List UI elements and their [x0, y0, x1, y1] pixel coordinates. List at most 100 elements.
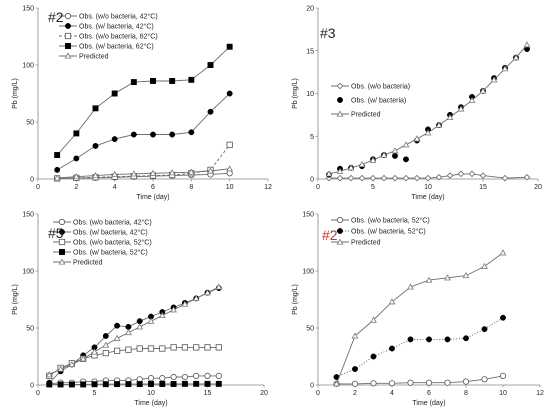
- x-tick-label: 2: [74, 184, 78, 191]
- data-point: [147, 317, 155, 324]
- data-point: [462, 378, 470, 385]
- legend-entry: Obs. (w/ bacteria, 62°C): [59, 43, 154, 51]
- data-point: [407, 379, 414, 386]
- data-point: [114, 381, 121, 388]
- data-point: [114, 347, 121, 354]
- data-point: [80, 381, 87, 388]
- series-line: [336, 252, 504, 385]
- data-point: [192, 294, 200, 301]
- data-point: [136, 323, 144, 330]
- legend-label: Predicted: [351, 112, 381, 119]
- legend-entry: Obs. (w/ bacteria): [337, 97, 406, 105]
- data-point: [150, 78, 156, 84]
- data-point: [336, 216, 344, 224]
- x-tick-label: 0: [36, 184, 40, 191]
- y-tick-label: 50: [26, 120, 34, 127]
- x-axis-label: Time (day): [136, 194, 169, 201]
- data-point: [407, 283, 414, 290]
- data-point: [336, 174, 344, 182]
- data-point: [413, 135, 421, 142]
- data-point: [102, 349, 109, 357]
- data-point: [370, 353, 377, 360]
- series-line: [336, 375, 504, 385]
- data-point: [170, 373, 177, 381]
- data-point: [169, 131, 176, 138]
- series: [54, 43, 233, 159]
- data-point: [499, 372, 507, 379]
- data-point: [336, 82, 344, 90]
- legend-entry: Predicted: [331, 238, 381, 247]
- data-point: [111, 170, 119, 178]
- legend-label: Obs. (w/o bacteria, 52°C): [73, 239, 152, 247]
- chart-panel: 0 5 10 15 20 0 50 100 150 Time (day) Pb (mg/L) Obs.…: [12, 212, 268, 408]
- x-tick-label: 10: [424, 184, 432, 191]
- y-tick-label: 50: [26, 326, 34, 333]
- data-point: [46, 381, 53, 388]
- chart-panel: 0 2 4 6 8 10 12 0 50 100 150 Time (day) Pb (mg/L) Obs…: [292, 212, 544, 408]
- legend-label: Obs. (w/ bacteria): [351, 98, 406, 105]
- data-point: [57, 381, 64, 388]
- data-point: [136, 345, 143, 352]
- data-point: [523, 174, 531, 181]
- data-point: [204, 344, 211, 351]
- data-point: [369, 156, 377, 163]
- series-line: [57, 168, 230, 179]
- y-tick-label: 100: [302, 269, 314, 276]
- series-line: [336, 317, 504, 378]
- data-point: [388, 380, 396, 387]
- data-point: [207, 62, 214, 68]
- data-point: [54, 152, 61, 159]
- series: [46, 380, 222, 388]
- legend-label: Predicted: [73, 260, 103, 267]
- data-point: [193, 380, 200, 387]
- data-point: [226, 43, 233, 50]
- data-point: [170, 344, 177, 351]
- legend-label: Obs. (w/ bacteria, 52°C): [73, 249, 148, 257]
- data-point: [159, 375, 166, 382]
- data-point: [207, 108, 214, 115]
- data-point: [125, 381, 132, 388]
- legend-entry: Predicted: [59, 52, 109, 61]
- legend-entry: Predicted: [53, 258, 103, 267]
- legend-entry: Obs. (w/ bacteria, 42°C): [59, 23, 154, 31]
- data-point: [158, 311, 166, 319]
- data-point: [215, 380, 222, 387]
- series-line: [328, 44, 528, 175]
- data-point: [111, 136, 118, 143]
- y-tick-label: 0: [30, 177, 34, 184]
- x-tick-label: 0: [36, 390, 40, 397]
- series-line: [57, 144, 231, 179]
- y-axis-label: Pb (mg/L): [292, 284, 299, 315]
- data-point: [457, 105, 465, 112]
- data-point: [65, 23, 71, 29]
- data-point: [168, 169, 176, 176]
- data-point: [54, 166, 61, 173]
- data-point: [463, 335, 469, 342]
- data-point: [111, 90, 118, 97]
- x-tick-label: 2: [353, 390, 357, 397]
- data-point: [479, 87, 487, 94]
- x-tick-label: 20: [534, 184, 542, 191]
- data-point: [58, 258, 66, 265]
- y-tick-label: 100: [22, 63, 34, 70]
- data-point: [130, 170, 138, 177]
- data-point: [150, 131, 156, 138]
- legend-entry: Obs. (w/ bacteria, 52°C): [53, 249, 148, 257]
- data-point: [181, 373, 188, 381]
- data-point: [45, 371, 53, 378]
- series-line: [49, 383, 219, 385]
- data-point: [389, 345, 395, 352]
- data-point: [149, 169, 157, 176]
- data-point: [159, 381, 166, 387]
- data-point: [64, 32, 72, 40]
- y-tick-label: 5: [310, 134, 314, 141]
- data-point: [351, 380, 359, 387]
- data-point: [347, 164, 355, 171]
- data-point: [402, 174, 410, 182]
- data-point: [481, 326, 488, 333]
- data-point: [57, 365, 64, 372]
- x-tick-label: 10: [226, 184, 234, 191]
- data-point: [125, 346, 132, 353]
- data-point: [425, 379, 433, 386]
- x-axis-label: Time (day): [412, 400, 445, 407]
